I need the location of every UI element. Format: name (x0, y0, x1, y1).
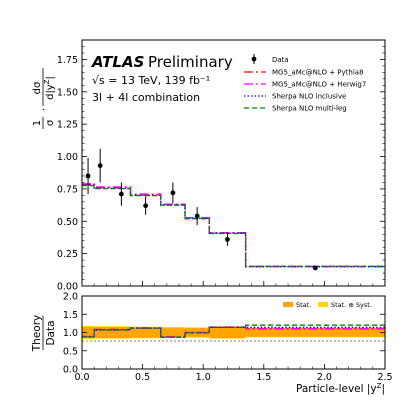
x-tick-label: 0.0 (74, 372, 89, 383)
ratio-stat-band (245, 328, 385, 337)
ratio-stat-band (82, 327, 95, 338)
data-point (312, 265, 318, 271)
y-tick-label-bottom: 0.0 (63, 365, 78, 376)
data-point (225, 236, 230, 242)
theory-line-1 (82, 183, 385, 268)
ratio-legend-stat-label: Stat. (296, 301, 311, 309)
ratio-stat-band (94, 327, 131, 338)
legend-label-3: Sherpa NLO multi-leg (272, 105, 347, 113)
y-tick-label-bottom: 0.5 (63, 346, 78, 357)
legend-label-1: MG5_aMc@NLO + Herwig7 (272, 81, 366, 89)
y-tick-label-top: 0.00 (57, 282, 78, 293)
legend-entry-data: Data (251, 54, 289, 64)
atlas-label: ATLAS (91, 53, 144, 71)
y-tick-label-top: 1.75 (57, 55, 78, 66)
ratio-theory-lines (82, 324, 385, 338)
y-tick-label-top: 0.50 (57, 217, 78, 228)
ratio-stat-band (160, 328, 186, 337)
ratio-stat-band (209, 327, 246, 338)
theory-line-3 (82, 185, 385, 267)
legend-label-data: Data (272, 56, 289, 64)
axes: 0.0 0.5 1.0 1.5 2.0 2.5 0.00 0.25 0.50 0.75 1.00 1.… (57, 46, 393, 383)
legend-label-2: Sherpa NLO inclusive (272, 93, 346, 101)
data-point (194, 213, 200, 219)
y-tick-label-bottom: 2.0 (63, 292, 78, 303)
data-point (143, 203, 149, 209)
ratio-legend-syst-swatch (318, 302, 328, 307)
svg-text:d|yZ|: d|yZ| (43, 76, 56, 100)
ratio-legend-syst-label: Stat. ⊕ Syst. (331, 301, 372, 309)
data-point (118, 191, 124, 197)
data-point (170, 190, 176, 196)
svg-text:σ: σ (45, 119, 56, 126)
y-tick-label-top: 1.50 (57, 87, 78, 98)
svg-text:1: 1 (32, 120, 43, 126)
svg-text:·: · (39, 108, 50, 111)
data-point (85, 173, 91, 179)
y-tick-label-bottom: 1.0 (63, 328, 78, 339)
data-points (85, 148, 318, 271)
ratio-legend-stat-swatch (283, 302, 293, 307)
y-axis-title-bottom: Theory Data (31, 315, 57, 352)
y-tick-label-top: 0.25 (57, 249, 78, 260)
theory-line-2 (82, 184, 385, 268)
ratio-legend: Stat. Stat. ⊕ Syst. (283, 301, 372, 309)
ratio-stat-band (130, 327, 161, 338)
y-axis-title-top: 1 σ · dσ d|yZ| (32, 68, 56, 129)
x-tick-label: 0.5 (135, 372, 150, 383)
x-tick-label: 2.5 (377, 372, 392, 383)
ratio-line-3 (82, 324, 385, 338)
svg-text:Data: Data (45, 320, 57, 345)
energy-label: √s = 13 TeV, 139 fb⁻¹ (92, 74, 210, 87)
y-tick-label-bottom: 1.5 (63, 310, 78, 321)
theory-predictions (82, 183, 385, 268)
data-point (97, 163, 103, 168)
legend-label-0: MG5_aMc@NLO + Pythia8 (272, 69, 364, 77)
atlas-sub-label: Preliminary (148, 53, 233, 71)
svg-text:Theory: Theory (31, 315, 43, 352)
x-tick-label: 1.0 (196, 372, 211, 383)
svg-text:dσ: dσ (32, 81, 43, 94)
y-tick-label-top: 1.00 (57, 152, 78, 163)
x-tick-label: 1.5 (256, 372, 271, 383)
x-tick-label: 2.0 (317, 372, 332, 383)
y-tick-label-top: 1.25 (57, 120, 78, 131)
legend: Data MG5_aMc@NLO + Pythia8 MG5_aMc@NLO + … (244, 54, 366, 113)
y-tick-label-top: 0.75 (57, 184, 78, 195)
channel-label: 3l + 4l combination (92, 91, 200, 104)
x-axis-title: Particle-level |yZ| (296, 382, 385, 395)
theory-line-0 (82, 183, 385, 268)
